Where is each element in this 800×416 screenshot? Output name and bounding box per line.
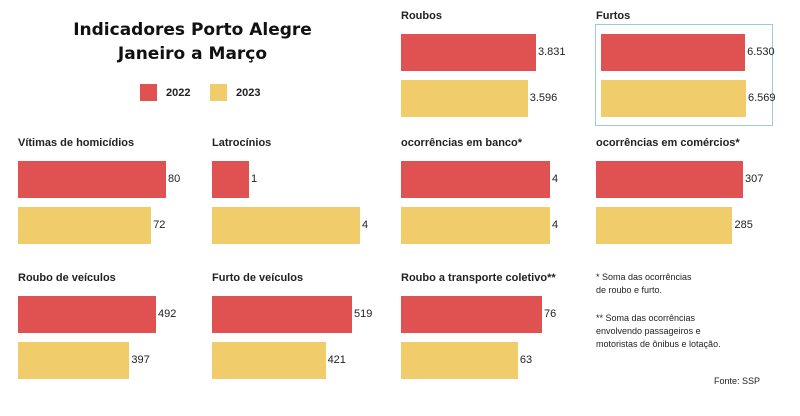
panel-title: Roubo a transporte coletivo** (401, 272, 556, 284)
bar-2022 (401, 296, 542, 333)
data-label-2023: 421 (327, 354, 346, 366)
data-label-2023: 4 (552, 219, 559, 231)
bar-2022 (212, 296, 352, 333)
data-label-2023: 6.569 (748, 92, 776, 104)
bar-2023 (401, 207, 550, 244)
footnote-1-line-1: * Soma das ocorrências (596, 272, 692, 282)
bar-2023 (18, 342, 130, 379)
data-label-2022: 80 (168, 173, 181, 185)
panel-title: Roubo de veículos (18, 272, 116, 284)
data-label-2022: 307 (745, 173, 764, 185)
panel-title: ocorrências em comércios* (596, 137, 740, 149)
data-label-2023: 4 (362, 219, 369, 231)
legend-swatch-2022 (140, 84, 157, 101)
chart-title: Indicadores Porto Alegre Janeiro a Março (60, 18, 325, 66)
panel-5: ocorrências em comércios* 307 285 (596, 137, 776, 257)
source-note: Fonte: SSP (714, 376, 761, 386)
panel-title: Vítimas de homicídios (18, 137, 135, 149)
bar-2022 (18, 296, 156, 333)
bar-2023 (401, 342, 518, 379)
footnote-2-line-3: motoristas de ônibus e lotação. (596, 339, 721, 349)
footnote-2-line-2: envolvendo passageiros e (596, 326, 701, 336)
data-label-2023: 285 (734, 219, 753, 231)
data-label-2023: 3.596 (529, 92, 558, 104)
panel-3: Latrocínios 1 4 (212, 137, 392, 257)
data-label-2023: 63 (519, 354, 533, 366)
panel-1: Furtos 6.530 6.569 (595, 10, 776, 126)
panel-title: Latrocínios (212, 137, 272, 149)
footnote-2-line-1: ** Soma das ocorrências (596, 313, 696, 323)
footnote-1: * Soma das ocorrências de roubo e furto. (596, 271, 692, 297)
bar-2023 (212, 207, 360, 244)
panel-title: ocorrências em banco* (401, 137, 523, 149)
data-label-2022: 76 (544, 308, 557, 320)
bar-2022 (401, 161, 550, 198)
panel-4: ocorrências em banco* 4 4 (401, 137, 581, 257)
bar-2023 (596, 207, 733, 244)
legend-item-2022: 2022 (140, 84, 190, 101)
data-label-2022: 1 (251, 173, 258, 185)
data-label-2023: 397 (131, 354, 150, 366)
panel-8: Roubo a transporte coletivo** 76 63 (401, 272, 581, 392)
bar-2022 (212, 161, 249, 198)
legend-label-2023: 2023 (236, 86, 261, 99)
panel-7: Furto de veículos 519 421 (212, 272, 392, 392)
data-label-2022: 3.831 (538, 46, 566, 58)
legend-swatch-2023 (210, 84, 227, 101)
data-label-2022: 4 (552, 173, 559, 185)
footnote-2: ** Soma das ocorrências envolvendo passa… (596, 312, 721, 351)
bar-2023 (212, 342, 326, 379)
panel-title: Furto de veículos (212, 272, 304, 284)
bar-2022 (401, 34, 536, 71)
title-line-1: Indicadores Porto Alegre (73, 20, 312, 40)
bar-2022 (18, 161, 166, 198)
data-label-2022: 492 (158, 308, 177, 320)
title-line-2: Janeiro a Março (117, 44, 268, 64)
legend-label-2022: 2022 (166, 86, 191, 99)
bar-2022 (596, 161, 743, 198)
bar-2022 (601, 34, 746, 71)
bar-2023 (601, 80, 746, 117)
bar-2023 (18, 207, 152, 244)
legend-item-2023: 2023 (210, 84, 260, 101)
footnote-1-line-2: de roubo e furto. (596, 285, 663, 295)
panel-2: Vítimas de homicídios 80 72 (18, 137, 198, 257)
data-label-2022: 6.530 (747, 46, 775, 58)
panel-0: Roubos 3.831 3.596 (401, 10, 581, 130)
bar-2023 (401, 80, 528, 117)
data-label-2023: 72 (153, 219, 166, 231)
panel-title: Furtos (596, 10, 631, 22)
panel-title: Roubos (401, 10, 442, 22)
data-label-2022: 519 (354, 308, 373, 320)
panel-6: Roubo de veículos 492 397 (18, 272, 198, 392)
